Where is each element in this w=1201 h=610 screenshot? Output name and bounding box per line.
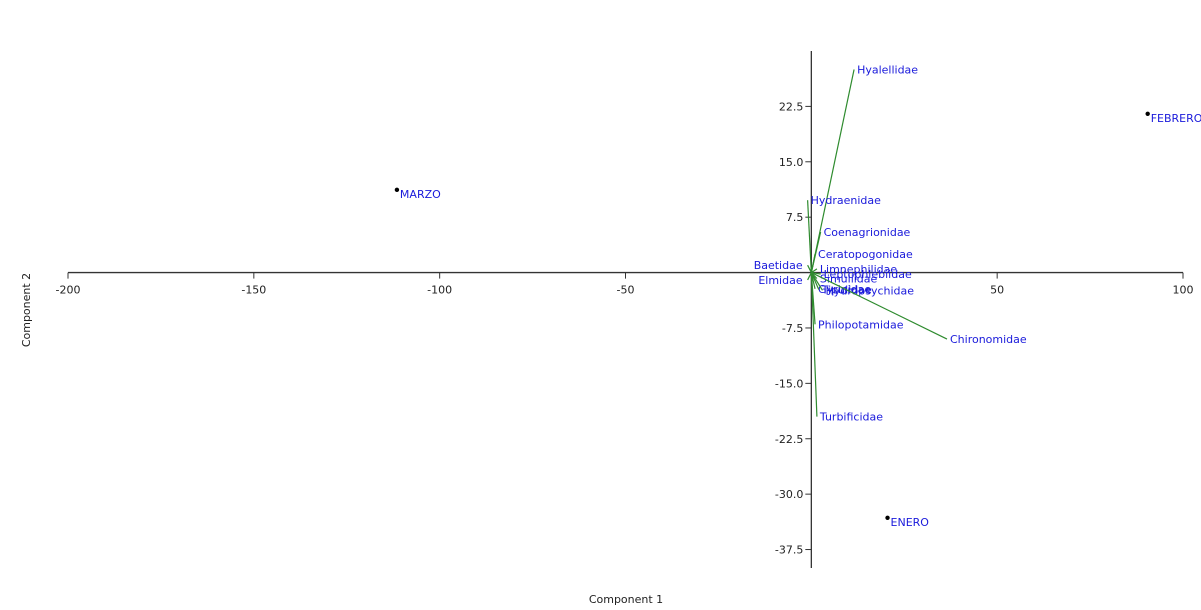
vector-label: Limnephilidae — [820, 263, 897, 276]
x-tick-label: -50 — [617, 284, 635, 297]
vector-label: Leptophlebiidae — [824, 268, 912, 281]
vector-label: Ceratopogonidae — [818, 248, 913, 261]
vector-label: Hydropsychidae — [825, 284, 914, 297]
x-tick-label: -100 — [427, 284, 452, 297]
vector-label: Elmidae — [758, 274, 803, 287]
vector-line — [807, 200, 812, 273]
y-tick-label: 15.0 — [779, 156, 804, 169]
vector-label: Chironomidae — [950, 333, 1027, 346]
vector-label: Turbificidae — [819, 411, 883, 424]
x-tick-label: -200 — [56, 284, 81, 297]
vector-label: Hyalellidae — [857, 63, 918, 76]
y-tick-label: -30.0 — [775, 488, 803, 501]
y-tick-label: -15.0 — [775, 377, 803, 390]
y-tick-label: 7.5 — [786, 211, 804, 224]
vector-label: Hydraenidae — [811, 194, 882, 207]
sample-label: MARZO — [400, 188, 441, 201]
x-axis-title: Component 1 — [589, 593, 663, 606]
vector-line — [810, 69, 855, 273]
y-tick-label: -22.5 — [775, 433, 803, 446]
x-tick-label: 100 — [1173, 284, 1194, 297]
y-tick-label: -7.5 — [782, 322, 803, 335]
sample-point — [394, 187, 400, 193]
vector-line — [810, 253, 816, 273]
vector-line — [807, 272, 812, 281]
y-tick-label: 22.5 — [779, 100, 804, 113]
sample-label: FEBRERO — [1151, 112, 1201, 125]
y-axis-title: Component 2 — [20, 273, 33, 347]
axes: -200 -150 -100 -50 50 100 22.5 15.0 7.5 -7.5 -15.0… — [56, 51, 1194, 568]
vector-line — [811, 272, 948, 340]
vector-label: Coenagrionidae — [824, 226, 911, 239]
loading-vectors: Hyalellidae Hydraenidae Coenagrionidae Cera… — [754, 63, 1027, 423]
sample-point — [1145, 111, 1150, 116]
vector-line — [811, 268, 818, 274]
vector-line — [810, 272, 818, 417]
sample-points: FEBRERO MARZO ENERO — [394, 111, 1201, 529]
vector-label: Simuliidae — [820, 272, 878, 285]
vector-line — [807, 264, 812, 273]
sample-point — [885, 515, 890, 520]
vector-label: Baetidae — [754, 259, 803, 272]
sample-label: ENERO — [891, 516, 930, 529]
vector-label: Philopotamidae — [818, 318, 904, 331]
y-tick-label: -37.5 — [775, 544, 803, 557]
vector-line — [810, 272, 823, 291]
x-tick-label: -150 — [241, 284, 266, 297]
x-tick-label: 50 — [990, 284, 1004, 297]
